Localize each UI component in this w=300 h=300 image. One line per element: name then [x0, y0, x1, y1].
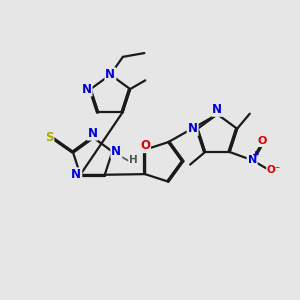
- Text: H: H: [129, 155, 138, 165]
- Text: N: N: [111, 145, 121, 158]
- Text: +: +: [252, 150, 260, 159]
- Text: O: O: [257, 136, 267, 146]
- Text: O: O: [140, 139, 150, 152]
- Text: N: N: [105, 68, 116, 81]
- Text: N: N: [88, 127, 98, 140]
- Text: O⁻: O⁻: [267, 165, 281, 175]
- Text: N: N: [212, 103, 222, 116]
- Text: S: S: [45, 131, 53, 144]
- Text: N: N: [188, 122, 198, 135]
- Text: N: N: [82, 82, 92, 96]
- Text: N: N: [248, 155, 257, 165]
- Text: N: N: [71, 168, 81, 181]
